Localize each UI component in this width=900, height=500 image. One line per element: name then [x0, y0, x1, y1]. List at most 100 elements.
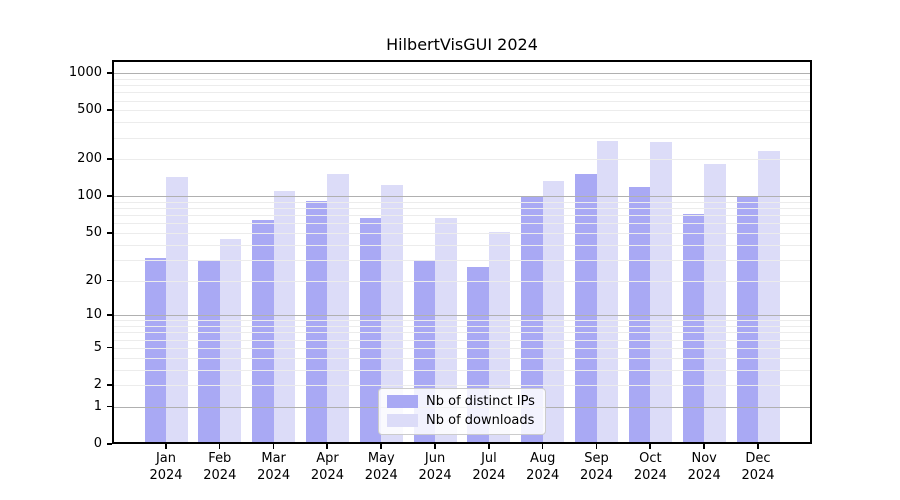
- legend-label-distinct-ips: Nb of distinct IPs: [426, 394, 535, 409]
- bar-distinct-ips: [252, 219, 274, 444]
- x-axis-label: Sep 2024: [579, 451, 614, 483]
- y-axis-tick-label: 100: [77, 188, 102, 204]
- gridline-minor: [112, 232, 812, 234]
- gridline-minor: [112, 215, 812, 217]
- gridline-minor: [112, 110, 812, 112]
- x-axis-tick-mark: [703, 444, 705, 449]
- x-axis-label: Jul 2024: [472, 451, 506, 483]
- y-axis-tick-mark: [107, 231, 112, 234]
- legend-swatch-downloads: [387, 414, 418, 427]
- x-axis-tick-mark: [326, 444, 329, 449]
- gridline-minor: [112, 244, 812, 246]
- x-axis-tick-mark: [165, 444, 167, 449]
- bar-distinct-ips: [305, 200, 328, 444]
- x-axis-tick-mark: [218, 444, 221, 449]
- bar-distinct-ips: [736, 196, 758, 444]
- gridline-major: [112, 315, 812, 317]
- x-axis-label: May 2024: [364, 451, 398, 483]
- y-axis-tick-mark: [107, 443, 112, 445]
- bar-downloads: [327, 174, 349, 444]
- bar-downloads: [704, 164, 726, 444]
- gridline-minor: [112, 78, 812, 80]
- legend-item-downloads: Nb of downloads: [387, 413, 535, 428]
- x-axis-label: Oct 2024: [633, 451, 667, 483]
- gridline-major: [112, 73, 812, 75]
- gridline-minor: [112, 208, 812, 210]
- chart-title: HilbertVisGUI 2024: [386, 35, 538, 54]
- bar-downloads: [596, 141, 619, 444]
- x-axis-label: Aug 2024: [526, 451, 560, 483]
- y-axis-tick-mark: [107, 314, 112, 316]
- legend-label-downloads: Nb of downloads: [426, 413, 535, 428]
- legend: Nb of distinct IPs Nb of downloads: [378, 388, 546, 435]
- gridline-minor: [112, 347, 812, 349]
- y-axis-tick-mark: [107, 72, 112, 74]
- plot-area: Nb of distinct IPs Nb of downloads: [112, 60, 812, 444]
- gridline-minor: [112, 122, 812, 124]
- gridline-minor: [112, 159, 812, 161]
- legend-swatch-distinct-ips: [387, 395, 418, 408]
- y-axis-tick-label: 5: [93, 339, 102, 355]
- gridline-minor: [112, 201, 812, 203]
- y-axis-tick-label: 200: [77, 151, 102, 167]
- bar-downloads: [650, 142, 672, 444]
- bar-downloads: [381, 185, 403, 444]
- x-axis-tick-mark: [434, 444, 436, 449]
- x-axis-tick-mark: [380, 444, 382, 449]
- x-axis-tick-mark: [649, 444, 651, 449]
- gridline-minor: [112, 385, 812, 387]
- bar-downloads: [166, 176, 188, 444]
- bar-downloads: [219, 238, 242, 444]
- gridline-minor: [112, 92, 812, 94]
- bar-downloads: [758, 151, 780, 444]
- gridline-minor: [112, 100, 812, 102]
- x-axis-label: Mar 2024: [257, 451, 291, 483]
- x-axis-tick-mark: [272, 444, 275, 449]
- y-axis-tick-mark: [107, 109, 112, 111]
- bar-downloads: [542, 180, 565, 444]
- y-axis-tick-mark: [107, 195, 112, 197]
- y-axis-tick-label: 2: [93, 377, 102, 393]
- gridline-minor: [112, 332, 812, 334]
- x-axis-tick-mark: [757, 444, 759, 449]
- y-axis-tick-mark: [107, 279, 112, 282]
- y-axis-tick-label: 10: [85, 307, 102, 323]
- y-axis-tick-mark: [107, 384, 112, 386]
- y-axis-tick-mark: [107, 405, 112, 408]
- bar-downloads: [435, 217, 457, 444]
- y-axis-tick-label: 20: [85, 272, 102, 288]
- bar-downloads: [273, 190, 296, 444]
- gridline-minor: [112, 85, 812, 87]
- y-axis-tick-label: 500: [77, 102, 102, 118]
- y-axis-tick-label: 0: [93, 436, 102, 451]
- bar-distinct-ips: [521, 196, 543, 444]
- y-axis-tick-label: 1000: [68, 65, 102, 81]
- gridline-minor: [112, 280, 812, 282]
- x-axis-label: Dec 2024: [741, 451, 775, 483]
- gridline-minor: [112, 357, 812, 359]
- x-axis-tick-mark: [595, 444, 598, 449]
- gridline-minor: [112, 369, 812, 371]
- bar-distinct-ips: [198, 259, 220, 444]
- x-axis-tick-mark: [487, 444, 490, 449]
- x-axis-tick-mark: [541, 444, 544, 449]
- bar-distinct-ips: [144, 257, 166, 444]
- legend-item-distinct-ips: Nb of distinct IPs: [387, 394, 535, 409]
- y-axis-tick-label: 50: [85, 224, 102, 240]
- gridline-minor: [112, 223, 812, 225]
- gridline-minor: [112, 259, 812, 261]
- gridline-major: [112, 196, 812, 198]
- x-axis-label: Nov 2024: [687, 451, 721, 483]
- y-axis-tick-mark: [107, 346, 112, 349]
- y-axis-tick-mark: [107, 158, 112, 160]
- bar-distinct-ips: [575, 174, 597, 444]
- bar-distinct-ips: [682, 213, 705, 444]
- y-axis-tick-label: 1: [93, 398, 102, 414]
- gridline-minor: [112, 320, 812, 322]
- x-axis-label: Jun 2024: [418, 451, 452, 483]
- bar-distinct-ips: [359, 218, 382, 444]
- gridline-minor: [112, 137, 812, 139]
- x-axis-label: Feb 2024: [203, 451, 237, 483]
- gridline-minor: [112, 339, 812, 341]
